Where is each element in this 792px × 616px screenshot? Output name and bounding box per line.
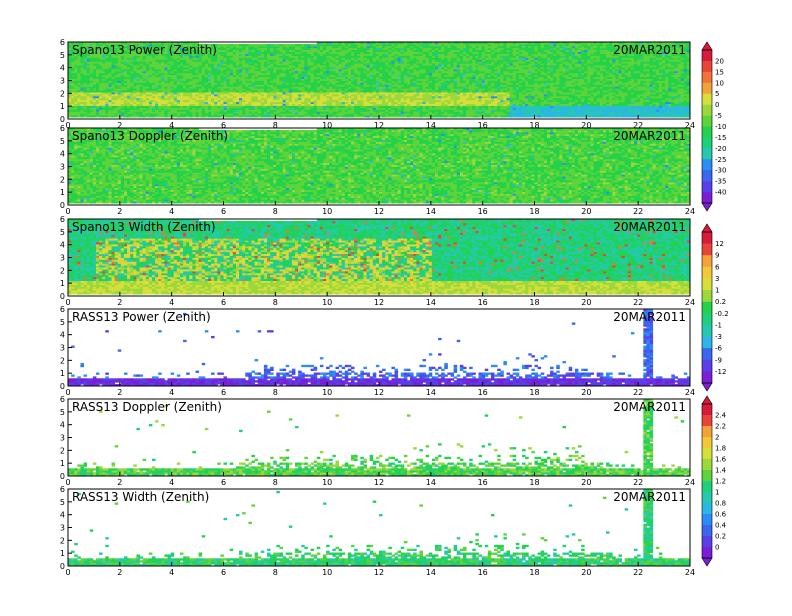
heatmap-cell: [279, 44, 283, 46]
heatmap-cell: [295, 44, 299, 46]
heatmap-cell: [227, 44, 231, 46]
heatmap-cell: [224, 44, 228, 46]
heatmap-cell: [314, 44, 318, 46]
heatmap-cell: [289, 44, 293, 46]
heatmap-cell: [242, 44, 246, 46]
heatmap-cell: [276, 44, 280, 46]
heatmap-cell: [311, 44, 315, 46]
heatmap-cell: [255, 44, 259, 46]
heatmap-cell: [220, 44, 224, 46]
heatmap-cell: [230, 44, 234, 46]
heatmap-cell: [304, 44, 308, 46]
heatmap-cell: [267, 44, 271, 46]
heatmap-cell: [233, 44, 237, 46]
heatmap-cell: [264, 44, 268, 46]
heatmap-cell: [217, 44, 221, 46]
heatmap-cell: [307, 44, 311, 46]
heatmap-cell: [245, 44, 249, 46]
heatmap-cell: [270, 44, 274, 46]
heatmap-cell: [301, 44, 305, 46]
heatmap-cell: [261, 44, 265, 46]
heatmap-cell: [251, 44, 255, 46]
heatmap-cell: [286, 44, 290, 46]
heatmap-cell: [239, 44, 243, 46]
heatmap-cell: [236, 44, 240, 46]
heatmap-cell: [298, 44, 302, 46]
heatmap-cell: [273, 44, 277, 46]
heatmap-cell: [283, 44, 287, 46]
heatmap-cell: [248, 44, 252, 46]
heatmap-cell: [258, 44, 262, 46]
heatmap-cell: [292, 44, 296, 46]
